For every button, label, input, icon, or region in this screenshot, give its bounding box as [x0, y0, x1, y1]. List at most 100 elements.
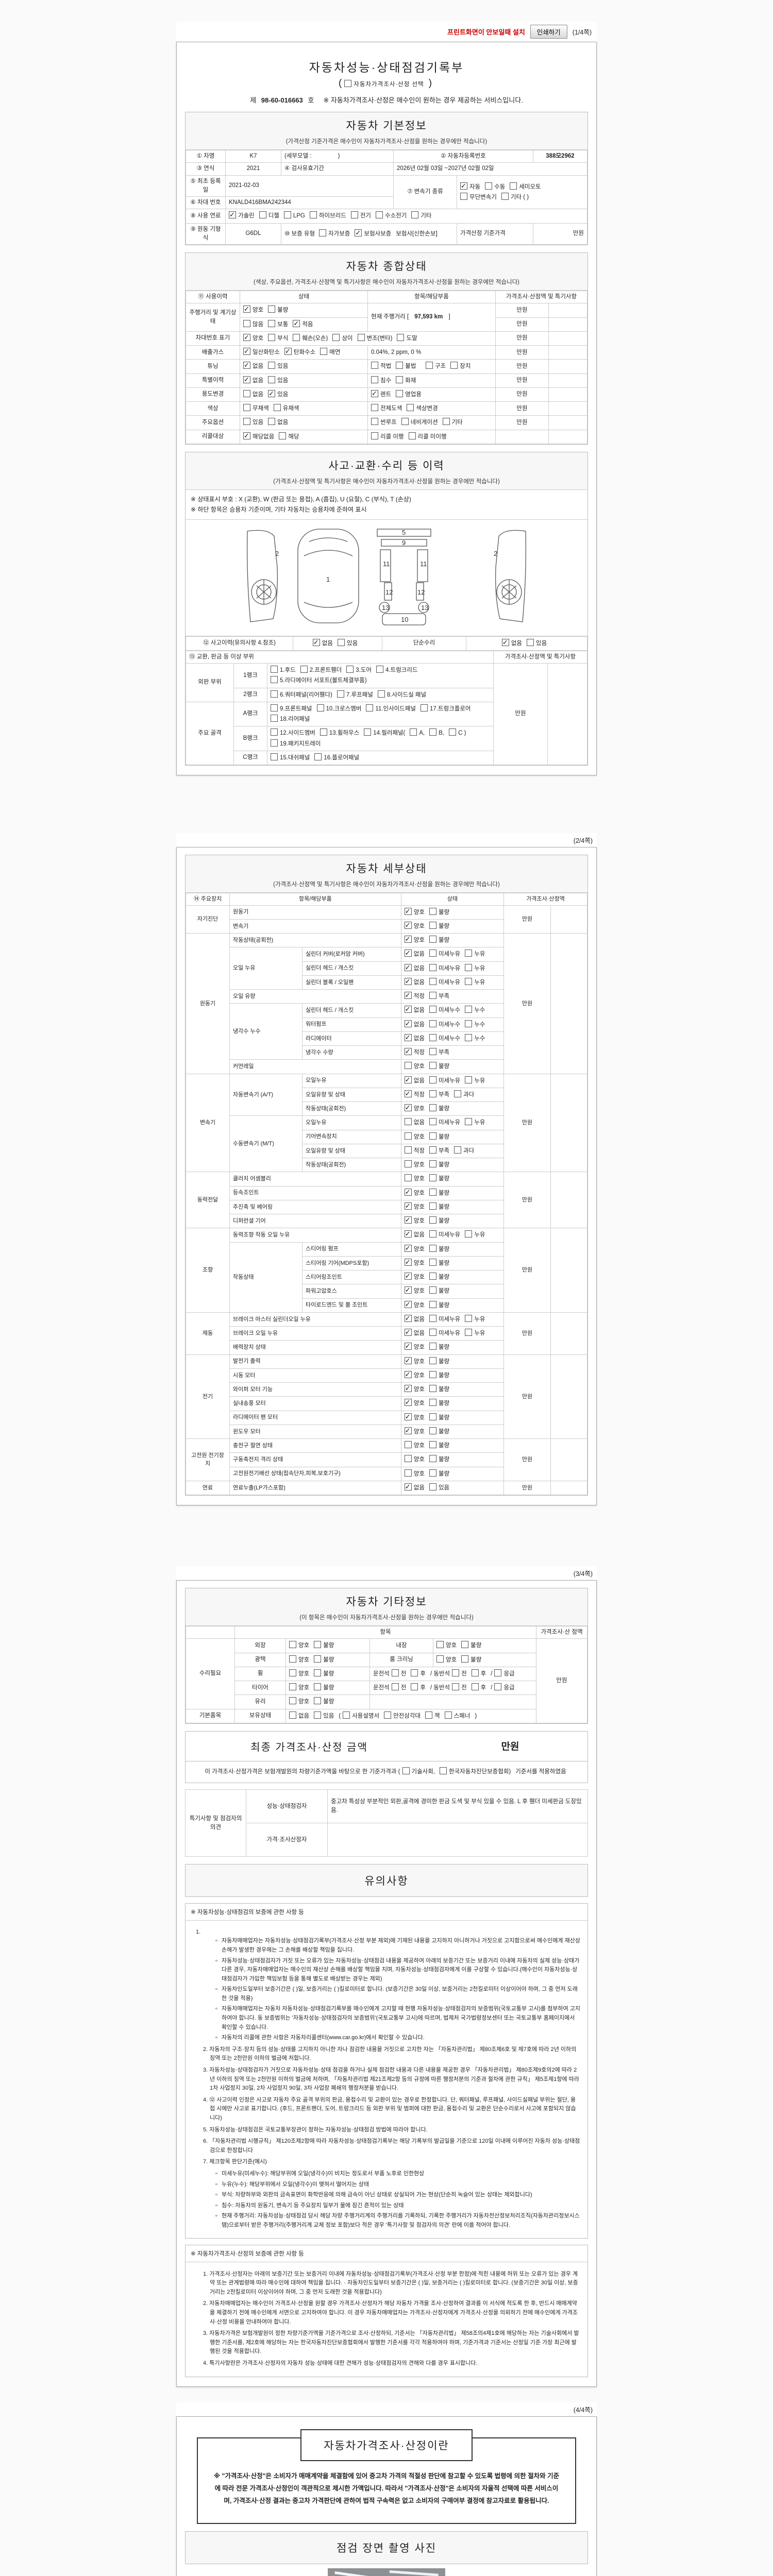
checkbox-option[interactable]: 없음	[404, 1482, 425, 1493]
checkbox-option[interactable]: 수소전기	[376, 211, 407, 221]
checkbox-option[interactable]: 전체도색	[371, 404, 402, 413]
checkbox-option[interactable]: 불량	[429, 1174, 449, 1183]
checkbox-option[interactable]: 7.루프패널	[337, 690, 373, 700]
checkbox-option[interactable]: 미세누수	[429, 1020, 460, 1029]
checkbox-option[interactable]: 기타 ( )	[501, 192, 529, 202]
checkbox-option[interactable]: 불량	[429, 1216, 449, 1226]
checkbox-option[interactable]: 양호	[404, 1174, 425, 1183]
checkbox-option[interactable]: 불량	[429, 1286, 449, 1296]
checkbox-option[interactable]: 적정	[404, 1089, 425, 1099]
checkbox-option[interactable]: 6.쿼터패널(리어휀다)	[271, 690, 332, 700]
checkbox-option[interactable]: 전	[452, 1683, 467, 1692]
checkbox-option[interactable]: 미세누수	[429, 1033, 460, 1043]
checkbox-option[interactable]: 응급	[494, 1683, 515, 1692]
checkbox-option[interactable]: 렌트	[371, 388, 391, 399]
checkbox-option[interactable]: 12.사이드멤버	[271, 728, 315, 738]
checkbox-option[interactable]: 장치	[450, 362, 470, 371]
checkbox-option[interactable]: 누수	[465, 1033, 485, 1043]
checkbox-option[interactable]: 상이	[332, 333, 353, 343]
checkbox-option[interactable]: 없음	[243, 360, 263, 371]
checkbox-option[interactable]: 불량	[429, 1399, 449, 1408]
checkbox-option[interactable]: 색상변경	[407, 404, 438, 413]
checkbox-option[interactable]: 19.패키지트레이	[271, 739, 321, 749]
checkbox-option[interactable]: 미세누유	[429, 963, 460, 973]
checkbox-option[interactable]: B,	[429, 728, 444, 738]
checkbox-option[interactable]: 10.크로스멤버	[316, 704, 361, 714]
checkbox-option[interactable]: 미세누유	[429, 977, 460, 987]
checkbox-option[interactable]: 양호	[436, 1655, 457, 1665]
checkbox-option[interactable]: 없음	[243, 375, 263, 385]
checkbox-option[interactable]: 무채색	[243, 404, 269, 413]
checkbox-option[interactable]: 후	[411, 1683, 426, 1692]
checkbox-option[interactable]: 없음	[501, 637, 522, 648]
checkbox-option[interactable]: 응급	[494, 1669, 515, 1679]
checkbox-option[interactable]: 14.필러패널(	[364, 728, 405, 738]
checkbox-option[interactable]: 불량	[429, 1427, 449, 1436]
checkbox-option[interactable]: 안전삼각대	[384, 1711, 421, 1721]
checkbox-option[interactable]: 양호	[404, 1383, 425, 1394]
checkbox-option[interactable]: 누유	[465, 977, 485, 987]
checkbox-option[interactable]: 적정	[404, 1146, 425, 1156]
print-button[interactable]: 인쇄하기	[530, 25, 567, 39]
checkbox-option[interactable]: 불량	[429, 1062, 449, 1071]
print-install-notice[interactable]: 프린트화면이 안보일때 설치	[447, 28, 525, 36]
checkbox-option[interactable]: 17.트렁크플로어	[421, 704, 470, 714]
checkbox-option[interactable]: 후	[471, 1683, 486, 1692]
checkbox-option[interactable]: 영업용	[396, 389, 422, 399]
checkbox-option[interactable]: 적정	[404, 990, 425, 1001]
checkbox-option[interactable]: 불량	[429, 1370, 449, 1380]
checkbox-option[interactable]: 하이브리드	[309, 211, 346, 221]
checkbox-option[interactable]: 없음	[243, 389, 263, 399]
checkbox-option[interactable]: 양호	[404, 1397, 425, 1408]
checkbox-option[interactable]: 양호	[404, 1426, 425, 1436]
checkbox-option[interactable]: 양호	[404, 1455, 425, 1464]
checkbox-option[interactable]: 불량	[429, 1385, 449, 1394]
checkbox-option[interactable]: 누유	[465, 1314, 485, 1324]
checkbox-option[interactable]: 15.대쉬패널	[271, 753, 310, 762]
checkbox-option[interactable]: 자동	[460, 181, 480, 192]
checkbox-option[interactable]: 누유	[465, 950, 485, 959]
checkbox-option[interactable]: 불량	[314, 1641, 334, 1650]
checkbox-option[interactable]: 기타	[442, 418, 463, 427]
checkbox-option[interactable]: 미세누유	[429, 950, 460, 959]
checkbox-option[interactable]: 양호	[289, 1697, 309, 1706]
checkbox-option[interactable]: 양호	[404, 1215, 425, 1226]
checkbox-option[interactable]: 불량	[314, 1655, 334, 1665]
checkbox-option[interactable]: 4.트렁크리드	[376, 666, 418, 675]
checkbox-option[interactable]: 리콜 이행	[371, 432, 404, 442]
checkbox-option[interactable]: 있음	[268, 376, 288, 385]
checkbox-option[interactable]: 양호	[289, 1683, 309, 1692]
checkbox-option[interactable]: A,	[410, 728, 425, 738]
checkbox-option[interactable]: 양호	[404, 906, 425, 917]
checkbox-option[interactable]: 적음	[293, 318, 313, 329]
checkbox-option[interactable]: 미세누유	[429, 1329, 460, 1338]
checkbox-option[interactable]: 양호	[404, 1187, 425, 1198]
checkbox-option[interactable]: 누수	[465, 1020, 485, 1029]
checkbox-option[interactable]: 양호	[289, 1641, 309, 1650]
checkbox-option[interactable]: 있음	[243, 418, 263, 427]
checkbox-option[interactable]: 불량	[429, 907, 449, 917]
checkbox-option[interactable]: 탄화수소	[284, 346, 315, 357]
checkbox-option[interactable]: 없음	[404, 1019, 425, 1029]
checkbox-option[interactable]: 불량	[429, 1202, 449, 1212]
checkbox-option[interactable]: 불량	[429, 1357, 449, 1366]
checkbox-option[interactable]: 양호	[404, 920, 425, 931]
checkbox-option[interactable]: 양호	[404, 1355, 425, 1366]
checkbox-option[interactable]: 미세누유	[429, 1118, 460, 1127]
checkbox-option[interactable]: 있음	[314, 1711, 334, 1721]
checkbox-option[interactable]: 불량	[429, 1188, 449, 1198]
checkbox-option[interactable]: 양호	[404, 1441, 425, 1450]
checkbox-option[interactable]: 전	[452, 1669, 467, 1679]
checkbox-option[interactable]: 양호	[404, 1201, 425, 1212]
checkbox-option[interactable]: 양호	[289, 1669, 309, 1679]
checkbox-option[interactable]: 있음	[268, 362, 288, 371]
checkbox-option[interactable]: 있음	[338, 638, 358, 648]
checkbox-option[interactable]: 기술사회,	[402, 1767, 435, 1777]
checkbox-option[interactable]: 불량	[429, 1343, 449, 1352]
checkbox-option[interactable]: 미세누유	[429, 1314, 460, 1324]
checkbox-option[interactable]: 미세누유	[429, 1076, 460, 1086]
checkbox-option[interactable]: 부족	[429, 1146, 449, 1156]
checkbox-option[interactable]: 적정	[404, 1046, 425, 1057]
checkbox-option[interactable]: 양호	[404, 934, 425, 945]
checkbox-option[interactable]: 양호	[404, 1160, 425, 1170]
